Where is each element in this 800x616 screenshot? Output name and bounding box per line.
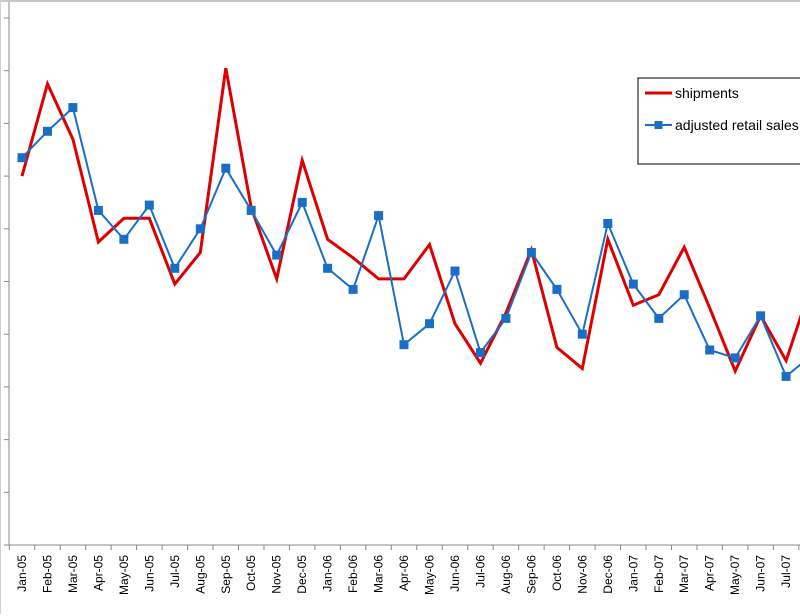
- data-point-retail-sales: [374, 211, 383, 220]
- x-tick-label: Dec-05: [295, 555, 309, 594]
- x-tick-label: Feb-06: [346, 555, 360, 593]
- x-tick-label: Aug-06: [499, 555, 513, 594]
- data-point-retail-sales: [782, 372, 791, 381]
- data-point-retail-sales: [145, 201, 154, 210]
- x-tick-label: Feb-05: [40, 555, 54, 593]
- data-point-retail-sales: [501, 314, 510, 323]
- data-point-retail-sales: [170, 264, 179, 273]
- data-point-retail-sales: [272, 251, 281, 260]
- x-tick-label: Apr-07: [703, 555, 717, 591]
- x-tick-label: Jan-06: [321, 555, 335, 592]
- x-tick-label: Jun-05: [142, 555, 156, 592]
- x-tick-label: Sep-06: [524, 555, 538, 594]
- x-tick-label: Mar-05: [66, 555, 80, 593]
- x-tick-label: Jun-07: [754, 555, 768, 592]
- legend-label-shipments: shipments: [675, 85, 739, 101]
- x-tick-label: Mar-07: [677, 555, 691, 593]
- data-point-retail-sales: [680, 290, 689, 299]
- data-point-retail-sales: [18, 153, 27, 162]
- x-tick-label: Apr-05: [91, 555, 105, 591]
- data-point-retail-sales: [527, 248, 536, 257]
- x-tick-label: May-07: [728, 555, 742, 595]
- data-point-retail-sales: [298, 198, 307, 207]
- data-point-retail-sales: [119, 235, 128, 244]
- data-point-retail-sales: [349, 285, 358, 294]
- x-tick-label: Mar-06: [372, 555, 386, 593]
- x-tick-labels: Jan-05 Feb-05 Mar-05 Apr-05 May-05 Jun-05 Jul-…: [15, 555, 793, 595]
- x-tick-label: Nov-06: [575, 555, 589, 594]
- data-point-retail-sales: [578, 330, 587, 339]
- x-tick-label: Jan-07: [626, 555, 640, 592]
- data-point-retail-sales: [552, 285, 561, 294]
- x-tick-label: Aug-05: [193, 555, 207, 594]
- x-tick-label: Jul-05: [168, 555, 182, 588]
- x-tick-label: Feb-07: [652, 555, 666, 593]
- x-tick-label: May-06: [423, 555, 437, 595]
- data-point-retail-sales: [756, 311, 765, 320]
- x-tick-label: Jun-06: [448, 555, 462, 592]
- x-tick-label: May-05: [117, 555, 131, 595]
- x-tick-label: Oct-05: [244, 555, 258, 591]
- x-tick-label: Apr-06: [397, 555, 411, 591]
- legend: shipments adjusted retail sales: [638, 78, 800, 164]
- data-point-retail-sales: [323, 264, 332, 273]
- data-point-retail-sales: [654, 314, 663, 323]
- data-point-retail-sales: [43, 127, 52, 136]
- legend-marker-retail: [655, 121, 663, 129]
- x-tick-label: Jul-06: [473, 555, 487, 588]
- x-tick-label: Nov-05: [270, 555, 284, 594]
- x-tick-label: Oct-06: [550, 555, 564, 591]
- x-tick-label: Jul-07: [779, 555, 793, 588]
- data-point-retail-sales: [247, 206, 256, 215]
- data-point-retail-sales: [68, 103, 77, 112]
- data-point-retail-sales: [705, 346, 714, 355]
- x-tick-label: Jan-05: [15, 555, 29, 592]
- data-point-retail-sales: [731, 353, 740, 362]
- data-point-retail-sales: [400, 340, 409, 349]
- data-point-retail-sales: [221, 164, 230, 173]
- data-point-retail-sales: [196, 224, 205, 233]
- legend-label-retail: adjusted retail sales: [675, 117, 799, 133]
- data-point-retail-sales: [425, 319, 434, 328]
- data-point-retail-sales: [629, 280, 638, 289]
- data-point-retail-sales: [94, 206, 103, 215]
- data-point-retail-sales: [603, 219, 612, 228]
- data-point-retail-sales: [476, 348, 485, 357]
- data-point-retail-sales: [451, 267, 460, 276]
- x-tick-label: Sep-05: [219, 555, 233, 594]
- x-tick-label: Dec-06: [601, 555, 615, 594]
